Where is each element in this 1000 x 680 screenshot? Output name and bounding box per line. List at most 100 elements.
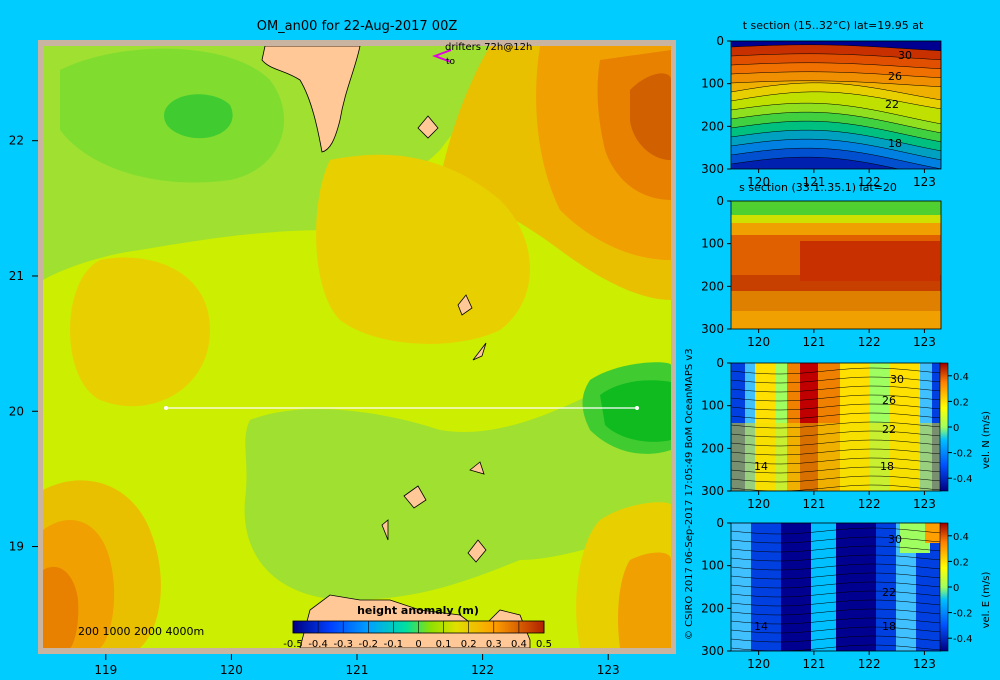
colorbar-tick-label: 0.2 bbox=[953, 397, 969, 408]
colorbar-tick-label: -0.4 bbox=[953, 474, 973, 485]
x-tick-label: 122 bbox=[471, 663, 494, 677]
map-title: OM_an00 for 22-Aug-2017 00Z bbox=[257, 19, 458, 34]
y-tick-label: 300 bbox=[701, 162, 724, 176]
y-tick-label: 200 bbox=[701, 279, 724, 293]
vel-n-colorbar bbox=[939, 362, 949, 492]
height-colorbar: height anomaly (m) -0.5 -0.4 -0.3 -0.2 -0.1 0… bbox=[283, 604, 552, 650]
colorbar-label: height anomaly (m) bbox=[357, 604, 479, 617]
s-section-title: s section (33.1..35.1) lat=20 bbox=[739, 181, 897, 194]
colorbar-tick-label: 0.4 bbox=[953, 532, 969, 543]
x-tick-label: 121 bbox=[802, 175, 825, 189]
colorbar-tick-label: -0.5 bbox=[283, 639, 303, 650]
drifter-arrow-icon bbox=[432, 49, 452, 63]
land-island bbox=[381, 519, 389, 541]
x-tick-label: 121 bbox=[802, 335, 825, 349]
depth-legend: 200 1000 2000 4000m bbox=[78, 625, 204, 638]
y-tick-label: 19 bbox=[9, 540, 24, 554]
x-tick-label: 123 bbox=[913, 657, 936, 671]
contour-region bbox=[70, 257, 210, 407]
colorbar-tick-label: 0.4 bbox=[953, 372, 969, 383]
y-tick-label: 100 bbox=[701, 237, 724, 251]
y-tick-label: 0 bbox=[716, 34, 724, 48]
t-section-title: t section (15..32°C) lat=19.95 at bbox=[743, 19, 924, 32]
colorbar-tick-label: 0.5 bbox=[536, 639, 552, 650]
y-tick-label: 22 bbox=[9, 134, 24, 148]
y-tick-label: 300 bbox=[701, 322, 724, 336]
drifter-tag: to bbox=[446, 57, 456, 67]
contour-label: 18 bbox=[882, 620, 896, 633]
map-y-axis: 19 20 21 22 bbox=[9, 134, 38, 554]
y-tick-label: 0 bbox=[716, 194, 724, 208]
contour-label: 26 bbox=[888, 70, 902, 83]
x-tick-label: 123 bbox=[913, 497, 936, 511]
y-tick-label: 200 bbox=[701, 119, 724, 133]
contour-label: 14 bbox=[754, 460, 768, 473]
contour-label: 22 bbox=[885, 98, 899, 111]
x-tick-label: 120 bbox=[220, 663, 243, 677]
land-island bbox=[417, 115, 439, 139]
colorbar-tick-label: 0.2 bbox=[461, 639, 477, 650]
contour-region bbox=[618, 552, 671, 648]
x-tick-label: 123 bbox=[913, 335, 936, 349]
x-tick-label: 122 bbox=[858, 175, 881, 189]
contour-label: 30 bbox=[890, 373, 904, 386]
colorbar-tick-label: 0 bbox=[415, 639, 421, 650]
x-tick-label: 120 bbox=[747, 657, 770, 671]
y-tick-label: 0 bbox=[716, 356, 724, 370]
land-island bbox=[469, 461, 485, 475]
colorbar-tick-label: -0.4 bbox=[308, 639, 328, 650]
contour-label: 18 bbox=[880, 460, 894, 473]
contour-region bbox=[164, 94, 233, 139]
colorbar-tick-label: -0.1 bbox=[384, 639, 404, 650]
y-tick-label: 100 bbox=[701, 77, 724, 91]
x-tick-label: 120 bbox=[747, 335, 770, 349]
x-tick-label: 122 bbox=[858, 497, 881, 511]
contour-label: 30 bbox=[898, 49, 912, 62]
contour-label: 18 bbox=[888, 137, 902, 150]
land-island bbox=[467, 539, 487, 563]
y-tick-label: 0 bbox=[716, 516, 724, 530]
drifters-label: drifters 72h@12h bbox=[445, 42, 532, 53]
map-panel: OM_an00 for 22-Aug-2017 00Z bbox=[9, 19, 676, 677]
x-tick-label: 121 bbox=[346, 663, 369, 677]
colorbar-tick-label: 0.2 bbox=[953, 557, 969, 568]
contour-label: 22 bbox=[882, 423, 896, 436]
colorbar-tick-label: 0.1 bbox=[436, 639, 452, 650]
height-anomaly-field bbox=[43, 46, 671, 648]
y-tick-label: 20 bbox=[9, 404, 24, 418]
contour-region bbox=[316, 154, 530, 344]
x-tick-label: 123 bbox=[913, 175, 936, 189]
y-tick-label: 300 bbox=[701, 484, 724, 498]
contour-label: 22 bbox=[882, 586, 896, 599]
vel-e-colorbar bbox=[939, 522, 949, 652]
colorbar-tick-label: -0.4 bbox=[953, 634, 973, 645]
y-tick-label: 21 bbox=[9, 269, 24, 283]
x-tick-label: 120 bbox=[747, 175, 770, 189]
land-taiwan bbox=[261, 46, 361, 153]
contour-label: 14 bbox=[754, 620, 768, 633]
x-tick-label: 119 bbox=[94, 663, 117, 677]
colorbar-tick-label: -0.2 bbox=[953, 609, 973, 620]
x-tick-label: 123 bbox=[597, 663, 620, 677]
x-tick-label: 121 bbox=[802, 657, 825, 671]
y-tick-label: 100 bbox=[701, 559, 724, 573]
contour-region bbox=[244, 370, 671, 600]
salinity-section: s section (33.1..35.1) lat=20 120 121 122 1… bbox=[701, 181, 942, 349]
x-tick-label: 121 bbox=[802, 497, 825, 511]
vel-east-section: 30 22 18 14 120 121 122 123 0 100 200 300 0.4 0.2 0 -… bbox=[701, 516, 992, 671]
land-island bbox=[472, 342, 487, 361]
y-tick-label: 200 bbox=[701, 601, 724, 615]
vel-n-label: vel. N (m/s) bbox=[981, 411, 992, 469]
colorbar-tick-label: -0.2 bbox=[953, 449, 973, 460]
contour-region bbox=[630, 73, 671, 160]
colorbar-tick-label: 0 bbox=[953, 423, 959, 434]
y-tick-label: 300 bbox=[701, 644, 724, 658]
contour-label: 30 bbox=[888, 533, 902, 546]
land-island bbox=[457, 294, 473, 316]
colorbar-tick-label: 0.4 bbox=[511, 639, 527, 650]
temperature-section: t section (15..32°C) lat=19.95 at 30 26 22… bbox=[701, 19, 942, 189]
contour-region bbox=[43, 566, 79, 648]
vel-e-label: vel. E (m/s) bbox=[981, 571, 992, 628]
x-tick-label: 120 bbox=[747, 497, 770, 511]
